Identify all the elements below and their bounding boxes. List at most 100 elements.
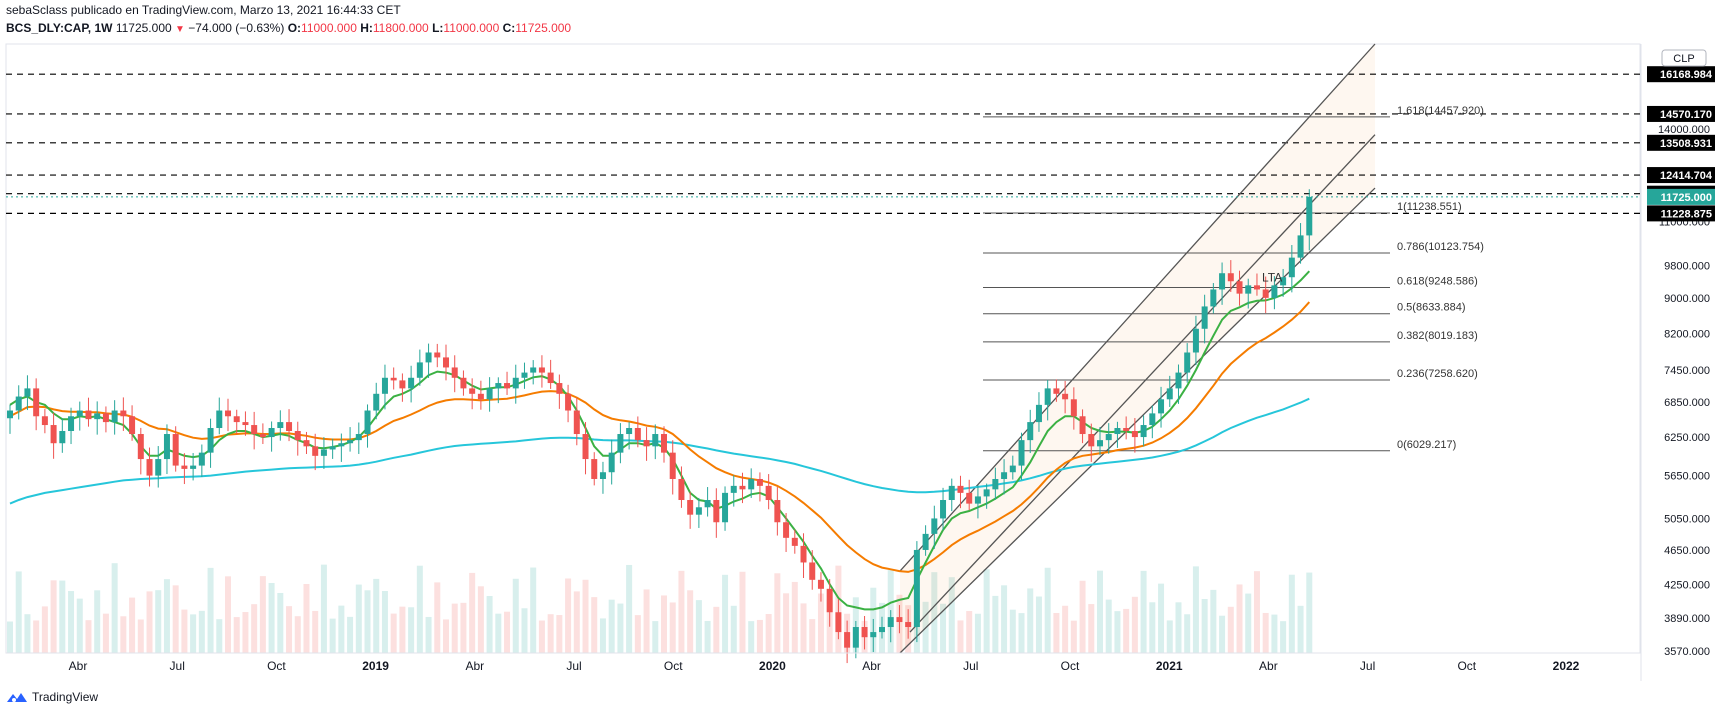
y-tick-label: 14000.000: [1658, 124, 1710, 136]
candle: [565, 384, 572, 423]
candle: [1271, 276, 1278, 310]
y-tick-label: 3570.000: [1664, 646, 1710, 658]
candle-body: [76, 410, 83, 417]
candle-body: [1097, 440, 1103, 447]
candle: [992, 467, 999, 500]
volume-bar: [678, 570, 685, 653]
currency-badge: CLP: [1661, 49, 1707, 67]
candle-body: [634, 428, 641, 441]
volume-bar: [373, 578, 380, 653]
candle: [251, 411, 258, 450]
candle: [469, 378, 476, 410]
candle-body: [50, 425, 57, 444]
candle: [1001, 459, 1008, 495]
candle: [355, 422, 362, 454]
fib-level-label: 0.618(9248.586): [1397, 275, 1478, 287]
volume-bar: [791, 581, 798, 653]
candle-body: [1297, 235, 1304, 258]
close-label: C:: [502, 21, 516, 35]
level-tag-bg: [1647, 134, 1715, 151]
candle: [1158, 386, 1165, 428]
volume-bar: [399, 606, 406, 653]
candle-body: [1114, 428, 1121, 435]
candle-body: [1070, 399, 1077, 417]
volume-bar: [163, 579, 170, 653]
candle-body: [451, 367, 458, 378]
candle: [940, 487, 947, 531]
volume-bar: [817, 593, 824, 653]
candle-body: [408, 377, 415, 389]
candle: [521, 362, 528, 389]
candle: [216, 397, 223, 435]
volume-bar: [15, 571, 22, 653]
volume-bar: [251, 604, 258, 653]
candle-body: [15, 396, 22, 411]
candle-body: [1140, 425, 1147, 438]
tradingview-brand[interactable]: TradingView: [6, 690, 98, 704]
candle: [129, 405, 136, 441]
y-tick-label: 6250.000: [1664, 432, 1710, 444]
candle-body: [1306, 196, 1313, 236]
price-change: −74.000 (−0.63%): [188, 21, 285, 35]
candle: [617, 423, 624, 464]
candle-body: [1009, 465, 1016, 473]
candle: [1070, 387, 1077, 430]
candle: [504, 371, 511, 395]
volume-bar: [242, 612, 249, 653]
candle-body: [599, 472, 606, 479]
candle-body: [922, 533, 929, 550]
candle: [713, 488, 720, 538]
candle: [556, 374, 563, 409]
candle-body: [59, 431, 66, 444]
volume-bar: [486, 596, 493, 653]
x-tick-label: 2021: [1156, 659, 1183, 673]
volume-bar: [268, 583, 275, 653]
volume-bar: [722, 574, 729, 653]
volume-bar: [1027, 588, 1034, 653]
candle: [948, 478, 955, 512]
y-tick-label: 4650.000: [1664, 545, 1710, 557]
candle-body: [312, 446, 319, 456]
level-tag-bg: [1647, 105, 1715, 122]
x-tick-label: Oct: [1457, 659, 1476, 673]
candle: [669, 440, 676, 495]
candle-body: [791, 537, 798, 546]
candle-body: [1210, 289, 1217, 307]
candle-body: [1262, 289, 1269, 298]
volume-bar: [1044, 567, 1051, 653]
candle-body: [1192, 328, 1199, 353]
candle: [181, 453, 188, 485]
candle-body: [556, 383, 563, 394]
candle-body: [190, 465, 197, 469]
candle-body: [102, 413, 109, 423]
candle: [486, 377, 493, 412]
volume-bar: [1288, 574, 1295, 653]
y-tick-label: 9000.000: [1664, 293, 1710, 305]
level-price-tag: 13508.931: [1647, 134, 1715, 151]
volume-bar: [312, 610, 319, 653]
volume-bar: [1097, 570, 1103, 653]
candle: [416, 349, 423, 386]
volume-bar: [225, 576, 231, 653]
candle: [730, 475, 737, 507]
volume-series: [7, 563, 1313, 653]
volume-bar: [756, 619, 763, 653]
level-tag-text: 16168.984: [1660, 69, 1713, 81]
fib-level-label: 0.786(10123.754): [1397, 241, 1484, 253]
candle: [303, 431, 310, 455]
tradingview-logo-icon: [7, 693, 27, 702]
volume-bar: [1192, 566, 1199, 653]
candles: [7, 189, 1313, 664]
volume-bar: [687, 590, 694, 653]
candle-body: [826, 588, 833, 613]
candle-body: [1175, 372, 1182, 389]
volume-bar: [512, 578, 519, 653]
candle: [695, 497, 702, 528]
volume-bar: [1114, 611, 1121, 653]
x-tick-label: Oct: [1061, 659, 1080, 673]
candle-body: [242, 422, 249, 426]
candle-body: [1001, 472, 1008, 479]
candle: [207, 418, 214, 468]
x-axis: Abr Jul Oct 2019 Abr Jul Oct 2020 Abr Jul Oct 2021 A…: [6, 652, 1640, 673]
